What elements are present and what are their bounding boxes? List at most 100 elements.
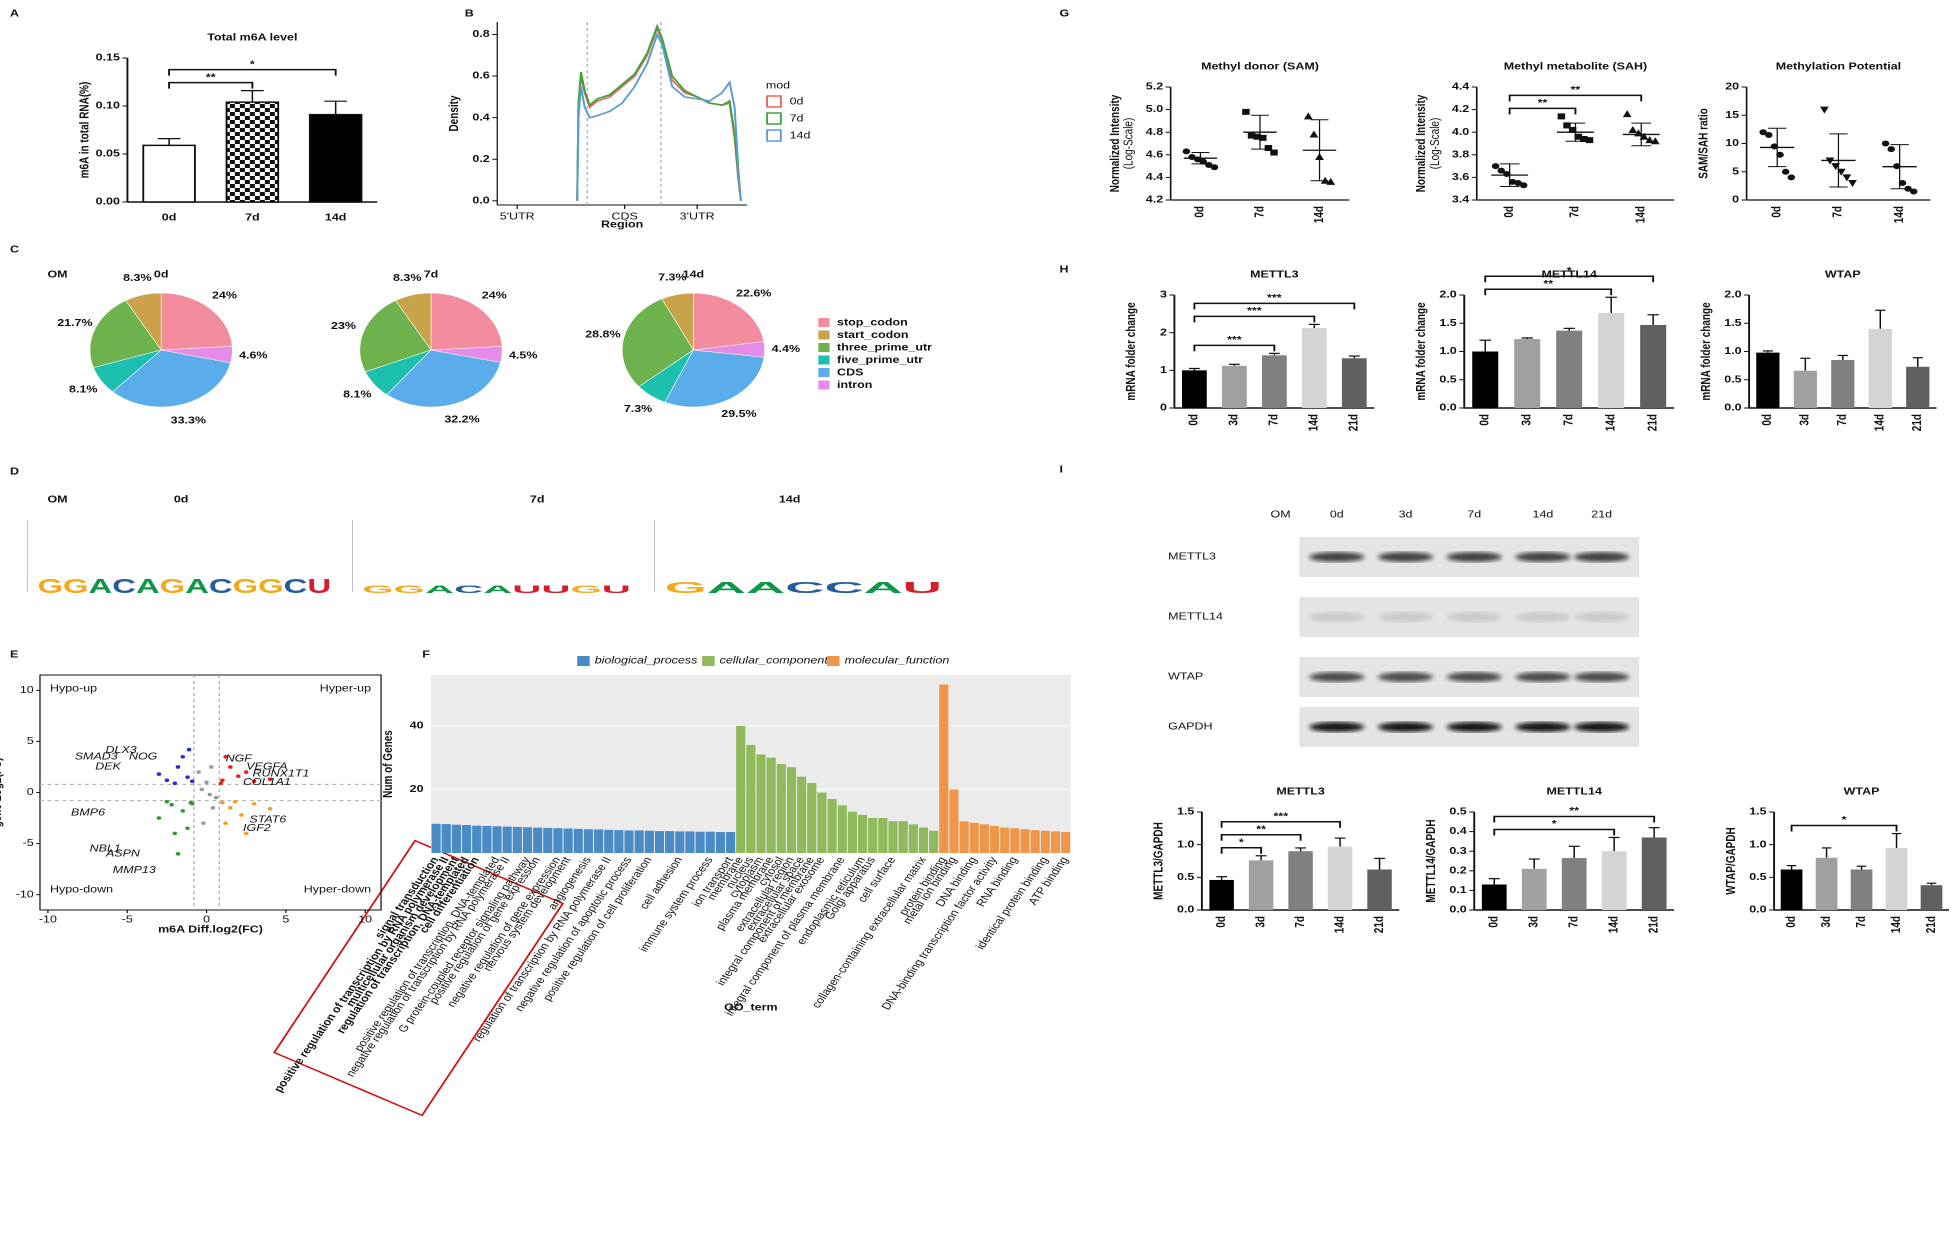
blot-lane: 14d bbox=[1533, 510, 1554, 521]
bar bbox=[1221, 365, 1247, 408]
point bbox=[1563, 122, 1571, 129]
x-tick-label: 0d bbox=[1503, 206, 1516, 218]
x-tick-label: 7d bbox=[1569, 206, 1582, 218]
bar bbox=[1341, 358, 1367, 408]
point bbox=[1759, 129, 1767, 136]
bar bbox=[979, 824, 989, 853]
x-tick-label: 7d bbox=[245, 213, 260, 224]
pie-value-label: 8.1% bbox=[343, 389, 371, 400]
bar bbox=[522, 827, 533, 853]
panel-label: F bbox=[422, 650, 430, 661]
bar bbox=[1481, 884, 1507, 910]
pie-title: 7d bbox=[424, 270, 439, 281]
significance-label: ** bbox=[1256, 824, 1266, 835]
bar bbox=[1261, 355, 1287, 408]
point bbox=[267, 777, 273, 782]
point bbox=[1776, 151, 1784, 158]
significance-bracket bbox=[1508, 107, 1577, 115]
gene-label: NOG bbox=[129, 751, 158, 762]
motif-letter: A bbox=[136, 575, 160, 598]
bar bbox=[695, 831, 705, 853]
bar bbox=[1850, 869, 1873, 910]
blot-band bbox=[1515, 612, 1571, 622]
y-tick-label: 0.0 bbox=[1177, 905, 1194, 916]
blot-row-label: METTL14 bbox=[1168, 612, 1223, 623]
quadrant-label: Hypo-up bbox=[50, 684, 97, 695]
bar bbox=[1020, 829, 1030, 853]
y-tick-label: 4.4 bbox=[1452, 82, 1470, 93]
bar bbox=[1040, 830, 1050, 853]
significance-bracket bbox=[1220, 834, 1302, 841]
point bbox=[175, 765, 181, 769]
x-tick-label: 7d bbox=[1294, 916, 1307, 928]
pie-value-label: 7.3% bbox=[658, 273, 686, 284]
x-tick-label: 3'UTR bbox=[680, 212, 715, 223]
y-tick-label: 1.0 bbox=[1439, 346, 1456, 357]
blot-band bbox=[1515, 722, 1571, 732]
motif-letter: G bbox=[233, 575, 259, 598]
significance-label: * bbox=[1552, 819, 1558, 830]
x-tick-label: 10 bbox=[358, 915, 372, 926]
legend-key bbox=[818, 368, 830, 377]
significance-label: * bbox=[250, 59, 256, 70]
point bbox=[223, 754, 228, 759]
y-tick-label: 5.0 bbox=[1146, 104, 1163, 115]
point bbox=[1842, 174, 1852, 182]
point bbox=[164, 799, 170, 804]
point bbox=[1210, 164, 1219, 171]
motif-letter: U bbox=[307, 575, 331, 598]
legend-key bbox=[818, 343, 830, 352]
significance-label: * bbox=[1842, 815, 1848, 826]
bar bbox=[502, 826, 512, 853]
point bbox=[204, 780, 209, 785]
x-tick-label: 0d bbox=[1194, 206, 1207, 218]
point bbox=[232, 799, 238, 804]
motif-letter: G bbox=[394, 584, 425, 596]
bar bbox=[827, 798, 837, 853]
pie-value-label: 24% bbox=[212, 291, 237, 302]
bar bbox=[1640, 324, 1667, 408]
x-tick-label: 7d bbox=[1563, 414, 1576, 426]
y-tick-label: 0 bbox=[27, 787, 34, 798]
point bbox=[180, 754, 186, 759]
x-tick-label: 0 bbox=[203, 915, 210, 926]
blot-band bbox=[1309, 672, 1365, 682]
point bbox=[210, 806, 216, 810]
bar bbox=[939, 684, 949, 853]
point bbox=[228, 765, 233, 769]
bar bbox=[847, 811, 857, 853]
pie-slice bbox=[693, 292, 765, 351]
significance-bracket bbox=[1508, 94, 1643, 102]
x-tick-label: 0d bbox=[1479, 414, 1492, 426]
bar bbox=[142, 144, 196, 203]
blot-row-label: METTL3 bbox=[1168, 552, 1216, 563]
blot-band bbox=[1309, 722, 1365, 732]
y-tick-label: 1.5 bbox=[1724, 318, 1741, 329]
bar bbox=[308, 113, 363, 203]
point bbox=[1622, 110, 1632, 118]
legend-label: cellular_component bbox=[720, 656, 829, 667]
bar bbox=[1514, 339, 1541, 408]
bar bbox=[1831, 359, 1855, 408]
x-tick-label: 21d bbox=[1348, 414, 1361, 431]
y-tick-label: 1.0 bbox=[1724, 346, 1741, 357]
motif-letter: G bbox=[258, 575, 284, 598]
bar bbox=[624, 830, 634, 853]
x-axis-label: GO_term bbox=[724, 1003, 777, 1014]
bar bbox=[756, 754, 766, 853]
pie-prefix: OM bbox=[47, 270, 67, 281]
gene-label: RUNX1T1 bbox=[253, 769, 310, 780]
motif-letter: U bbox=[602, 584, 631, 596]
bar bbox=[1756, 352, 1780, 408]
point bbox=[1309, 130, 1319, 138]
panel-label: B bbox=[465, 9, 474, 20]
blot-band bbox=[1574, 722, 1630, 732]
significance-bracket bbox=[1493, 815, 1656, 823]
y-tick-label: 20 bbox=[1725, 82, 1739, 93]
legend-label: biological_process bbox=[595, 656, 698, 667]
point bbox=[1519, 182, 1528, 189]
motif-letter: G bbox=[160, 575, 186, 598]
bar bbox=[746, 744, 756, 853]
bar bbox=[1793, 370, 1817, 408]
